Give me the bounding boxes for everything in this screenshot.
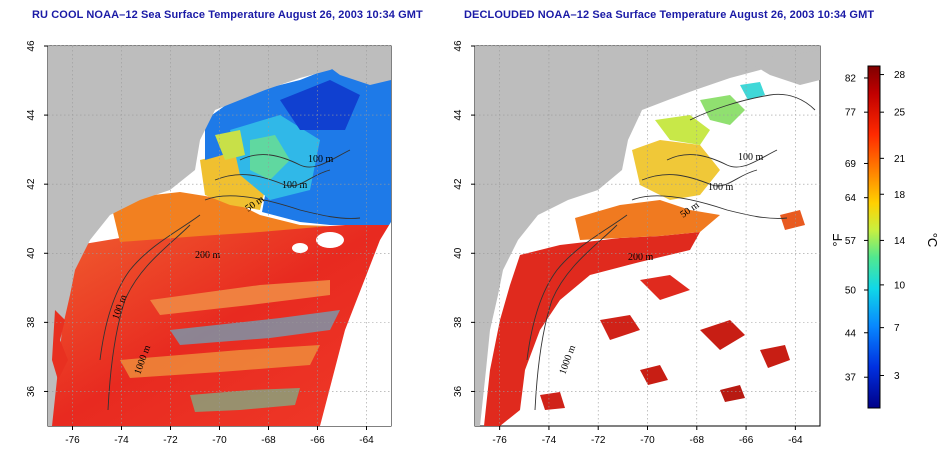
left-axis-ticks: -76 -74 -72 -70 -68 -66 -64 36 38 40 42 44 46: [26, 40, 374, 446]
lon-tick-label: -76: [492, 435, 507, 446]
lat-tick-label: 36: [453, 385, 464, 397]
right-warm-water: [484, 232, 700, 426]
left-contour-200m: [204, 195, 361, 219]
lon-tick-label: -68: [261, 435, 276, 446]
lon-tick-label: -64: [359, 435, 374, 446]
colorbar-f-tick-label: 57: [845, 236, 857, 247]
colorbar-c-tick-label: 14: [894, 236, 906, 247]
colorbar-c-tick-label: 28: [894, 70, 906, 81]
right-grid: [475, 45, 820, 426]
lon-tick-label: -64: [788, 435, 803, 446]
lat-tick-label: 42: [453, 178, 464, 190]
colorbar-gradient: [867, 65, 881, 409]
lon-tick-label: -74: [542, 435, 557, 446]
lon-tick-label: -72: [163, 435, 178, 446]
lat-tick-label: 40: [453, 247, 464, 259]
colorbar-f-tick-label: 77: [845, 108, 857, 119]
right-depth-100m-b: 100 m: [708, 182, 734, 193]
colorbar-c-tick-label: 21: [894, 154, 906, 165]
lon-tick-label: -66: [310, 435, 325, 446]
right-depth-200m: 200 m: [628, 252, 654, 263]
lon-tick-label: -70: [212, 435, 227, 446]
colorbar-f-tick-label: 50: [845, 286, 857, 297]
lon-tick-label: -76: [65, 435, 80, 446]
left-depth-100m-a: 100 m: [308, 154, 334, 165]
celsius-unit-label: °C: [925, 233, 940, 248]
colorbar-fahrenheit-ticks: 82 77 69 64 57 50 44 37: [845, 73, 868, 384]
left-map-title: RU COOL NOAA–12 Sea Surface Temperature …: [32, 9, 423, 21]
colorbar-f-tick-label: 82: [845, 73, 857, 84]
colorbar-c-tick-label: 18: [894, 190, 906, 201]
left-map: 100 m 100 m 50 m 200 m 100 m 1000 m -76-…: [26, 40, 392, 446]
colorbar-c-tick-label: 10: [894, 280, 906, 291]
lon-tick-label: -68: [690, 435, 705, 446]
right-map-title: DECLOUDED NOAA–12 Sea Surface Temperatur…: [464, 9, 875, 21]
colorbar-celsius-ticks: 28 25 21 18 14 10 7 3: [880, 70, 906, 382]
lat-tick-label: 46: [453, 40, 464, 52]
colorbar-f-tick-label: 37: [845, 373, 857, 384]
colorbar-c-tick-label: 7: [894, 323, 900, 334]
lon-tick-label: -66: [739, 435, 754, 446]
lat-tick-label: 44: [26, 109, 37, 121]
lon-tick-label: -74: [114, 435, 129, 446]
right-map: 100 m 100 m 50 m 200 m 1000 m -76 -74 -72-…: [453, 40, 821, 446]
left-land: [48, 46, 391, 426]
left-depth-100m-b: 100 m: [282, 180, 308, 191]
colorbar-f-tick-label: 69: [845, 159, 857, 170]
colorbar: 82 77 69 64 57 50 44 37 28 25 21 18 14 10 7 3 °F °C: [830, 65, 940, 409]
lat-tick-label: 38: [26, 316, 37, 328]
lat-tick-label: 38: [453, 316, 464, 328]
lat-tick-label: 46: [26, 40, 37, 52]
left-grid: [48, 45, 391, 426]
right-axis-ticks: -76 -74 -72 -70 -68 -66 -64 36 38 40 42 44 46: [453, 40, 803, 446]
right-depth-100m-a: 100 m: [738, 152, 764, 163]
colorbar-f-tick-label: 64: [845, 193, 857, 204]
lat-tick-label: 44: [453, 109, 464, 121]
right-land: [475, 46, 820, 426]
left-depth-200m: 200 m: [195, 250, 221, 261]
lon-tick-label: -72: [591, 435, 606, 446]
lat-tick-label: 40: [26, 247, 37, 259]
lon-tick-label: -70: [640, 435, 655, 446]
lat-tick-label: 42: [26, 178, 37, 190]
colorbar-f-tick-label: 44: [845, 328, 857, 339]
colorbar-c-tick-label: 25: [894, 108, 906, 119]
colorbar-c-tick-label: 3: [894, 371, 900, 382]
fahrenheit-unit-label: °F: [830, 233, 845, 246]
right-contour-200m: [631, 195, 788, 219]
lat-tick-label: 36: [26, 385, 37, 397]
